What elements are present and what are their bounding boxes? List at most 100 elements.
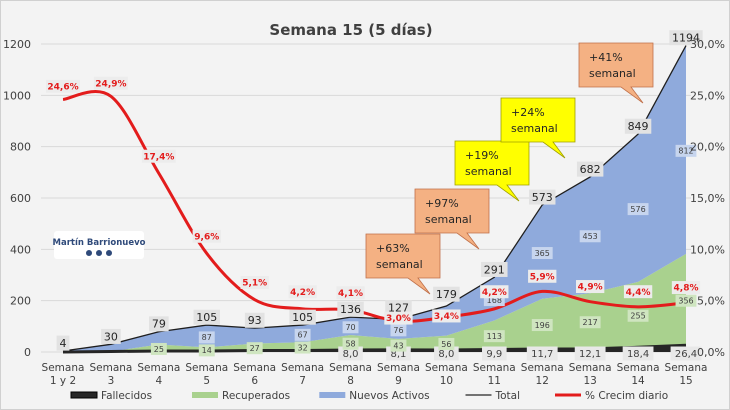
area-recuperados	[63, 253, 686, 352]
label-recuperados: 56	[441, 340, 451, 349]
label-total-bg	[289, 309, 316, 325]
label-recuperados: 14	[202, 346, 212, 355]
label-fallecidos-bg	[574, 346, 606, 361]
label-recuperados: 27	[250, 344, 260, 353]
callout-yellow	[454, 140, 530, 202]
label-nuevos-activos: 67	[298, 331, 308, 340]
callout-text: +63% semanal	[376, 242, 423, 271]
label-recuperados-bg	[342, 337, 359, 350]
label-nuevos-activos: 812	[678, 147, 693, 156]
label-nuevos-activos: 576	[630, 205, 645, 214]
x-tick-label: Semana 12	[521, 362, 564, 387]
y2-tick-label: 20,0%	[690, 141, 725, 154]
label-nuevos-activos-bg	[198, 331, 215, 344]
label-crecim: 4,8%	[674, 284, 699, 294]
legend-label: % Crecim diario	[585, 390, 668, 402]
y2-tick-label: 15,0%	[690, 192, 725, 205]
label-nuevos-activos-bg	[627, 203, 649, 216]
label-total: 93	[248, 314, 262, 327]
y2-tick-label: 0,0%	[697, 346, 725, 359]
legend-label: Total	[495, 390, 521, 402]
label-crecim-bg	[192, 229, 221, 243]
label-fallecidos: 18,4	[627, 349, 649, 360]
label-recuperados-bg	[483, 330, 505, 343]
label-crecim: 4,9%	[578, 283, 603, 293]
label-total-bg	[529, 189, 556, 205]
label-recuperados-bg	[390, 339, 407, 352]
legend-label: Nuevos Activos	[349, 390, 429, 402]
label-crecim: 17,4%	[143, 152, 174, 162]
label-fallecidos-bg	[622, 346, 654, 361]
x-tick-label: Semana 4	[137, 362, 180, 387]
label-crecim-bg	[384, 311, 413, 325]
label-nuevos-activos-bg	[675, 144, 697, 157]
label-recuperados-bg	[627, 309, 649, 322]
label-crecim-bg	[93, 76, 128, 90]
label-fallecidos-bg	[338, 346, 363, 361]
label-fallecidos: 12,1	[579, 349, 601, 360]
label-total: 127	[388, 301, 409, 314]
y-tick-label: 400	[10, 243, 31, 256]
y-tick-label: 1000	[3, 89, 31, 102]
x-tick-label: Semana 15	[665, 362, 708, 387]
callout-text: +24% semanal	[511, 106, 558, 135]
label-recuperados-bg	[294, 341, 311, 354]
label-recuperados-bg	[198, 344, 215, 357]
label-crecim-bg	[623, 285, 653, 299]
callout-text: +41% semanal	[589, 51, 636, 80]
label-total-bg	[576, 161, 604, 177]
callout-text: +97% semanal	[425, 197, 472, 226]
label-recuperados: 255	[630, 312, 645, 321]
label-total-bg	[56, 335, 70, 351]
label-crecim: 4,2%	[482, 288, 507, 298]
y-tick-label: 800	[10, 141, 31, 154]
label-crecim-bg	[141, 149, 176, 163]
label-nuevos-activos-bg	[294, 328, 311, 341]
label-crecim-bg	[671, 281, 701, 295]
x-tick-label: Semana 14	[617, 362, 660, 387]
label-total: 291	[484, 263, 505, 276]
label-nuevos-activos-bg	[342, 321, 359, 334]
label-total-bg	[337, 301, 364, 317]
label-crecim: 24,6%	[47, 82, 78, 92]
label-nuevos-activos: 453	[583, 232, 598, 241]
label-total: 4	[60, 337, 67, 350]
label-crecim-bg	[480, 285, 509, 299]
label-total: 1194	[672, 32, 700, 45]
label-total: 79	[152, 318, 166, 331]
label-total-bg	[385, 300, 412, 316]
label-fallecidos-bg	[482, 346, 507, 361]
label-crecim: 24,9%	[95, 79, 126, 89]
label-crecim-bg	[288, 285, 317, 299]
label-crecim-bg	[336, 286, 365, 300]
y2-tick-label: 10,0%	[690, 243, 725, 256]
label-recuperados-bg	[531, 319, 553, 332]
label-fallecidos: 26,4	[675, 349, 697, 360]
label-recuperados: 356	[678, 297, 693, 306]
callout-text: +19% semanal	[465, 149, 512, 178]
label-crecim: 4,1%	[338, 289, 363, 299]
y2-tick-label: 5,0%	[697, 295, 725, 308]
label-crecim: 4,2%	[290, 288, 315, 298]
x-tick-label: Semana 9	[377, 362, 420, 387]
label-recuperados-bg	[246, 342, 263, 355]
y-tick-label: 0	[24, 346, 31, 359]
label-crecim: 3,4%	[434, 312, 459, 322]
label-fallecidos: 8,0	[343, 349, 359, 360]
legend-swatch	[319, 392, 346, 398]
label-total-bg	[244, 312, 265, 328]
x-tick-label: Semana 6	[233, 362, 276, 387]
label-recuperados: 32	[298, 343, 308, 352]
label-total: 30	[104, 330, 118, 343]
label-crecim-bg	[240, 275, 269, 289]
y2-tick-label: 25,0%	[690, 89, 725, 102]
label-fallecidos-bg	[434, 346, 459, 361]
label-crecim: 9,6%	[194, 232, 219, 242]
label-total-bg	[624, 118, 652, 134]
legend-label: Recuperados	[222, 390, 290, 402]
label-fallecidos: 11,7	[531, 349, 553, 360]
label-total: 682	[580, 163, 601, 176]
callout-yellow	[500, 97, 576, 159]
label-recuperados-bg	[675, 294, 697, 307]
